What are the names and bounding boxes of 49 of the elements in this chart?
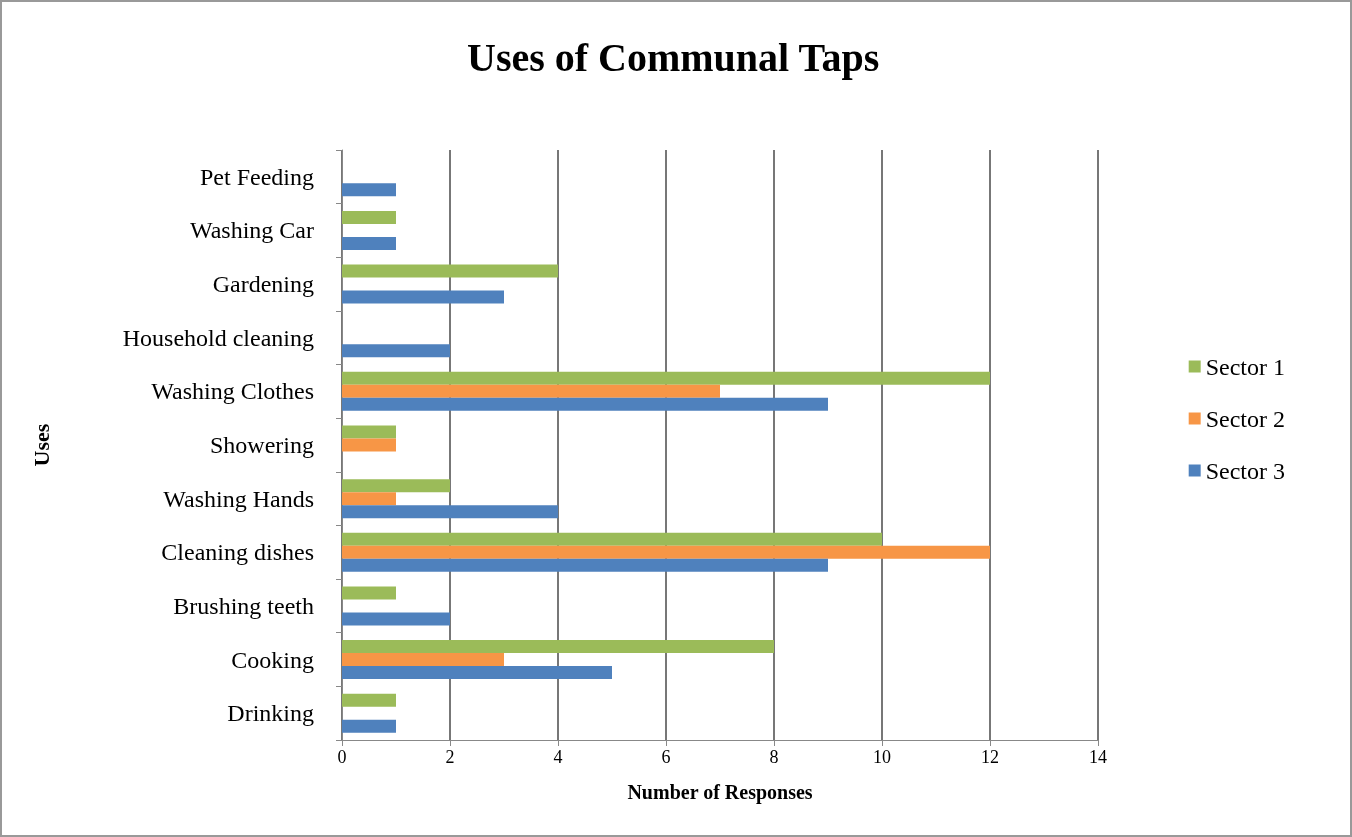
bar xyxy=(342,210,396,224)
y-tick-label: Washing Clothes xyxy=(151,378,314,405)
y-tick-label: Cooking xyxy=(231,646,314,673)
chart-title: Uses of Communal Taps xyxy=(467,34,880,80)
legend-label: Sector 1 xyxy=(1205,353,1285,380)
x-tick-label: 2 xyxy=(445,747,455,767)
bar xyxy=(342,693,396,707)
x-tick-label: 12 xyxy=(981,747,999,767)
bar xyxy=(342,505,558,519)
y-tick-label: Drinking xyxy=(227,700,314,727)
x-axis-title: Number of Responses xyxy=(627,781,813,804)
x-tick-label: 6 xyxy=(661,747,671,767)
y-tick-label: Household cleaning xyxy=(122,324,314,351)
bar xyxy=(342,666,612,680)
y-tick-label: Showering xyxy=(210,432,314,458)
y-tick-label: Cleaning dishes xyxy=(161,539,314,566)
x-tick-label: 10 xyxy=(873,747,891,767)
x-tick-label: 14 xyxy=(1089,747,1107,767)
bar xyxy=(342,425,396,439)
x-tick-label: 4 xyxy=(553,747,563,767)
y-tick-label: Brushing teeth xyxy=(173,592,314,619)
bar xyxy=(342,397,828,411)
y-tick-label: Washing Car xyxy=(189,217,314,244)
bar xyxy=(342,558,828,572)
bar xyxy=(342,586,396,600)
bar xyxy=(342,290,504,304)
y-axis-title: Uses xyxy=(28,423,54,467)
bar xyxy=(342,264,558,278)
y-tick-label: Gardening xyxy=(212,271,314,298)
bar xyxy=(342,371,990,385)
bar xyxy=(342,344,450,358)
bar xyxy=(342,653,504,667)
legend-label: Sector 3 xyxy=(1205,457,1285,484)
bar xyxy=(342,479,450,493)
bar xyxy=(342,384,720,398)
x-tick-label: 0 xyxy=(337,747,347,767)
bar xyxy=(342,640,774,654)
bar xyxy=(342,532,882,546)
bar xyxy=(342,545,990,559)
x-tick-label: 8 xyxy=(769,747,779,767)
bar xyxy=(342,236,396,250)
y-tick-label: Washing Hands xyxy=(163,485,314,512)
bar xyxy=(342,183,396,197)
bar xyxy=(342,438,396,452)
bar xyxy=(342,612,450,626)
bar xyxy=(342,492,396,506)
y-tick-label: Pet Feeding xyxy=(200,163,314,190)
legend-label: Sector 2 xyxy=(1205,405,1285,432)
bar xyxy=(342,719,396,733)
